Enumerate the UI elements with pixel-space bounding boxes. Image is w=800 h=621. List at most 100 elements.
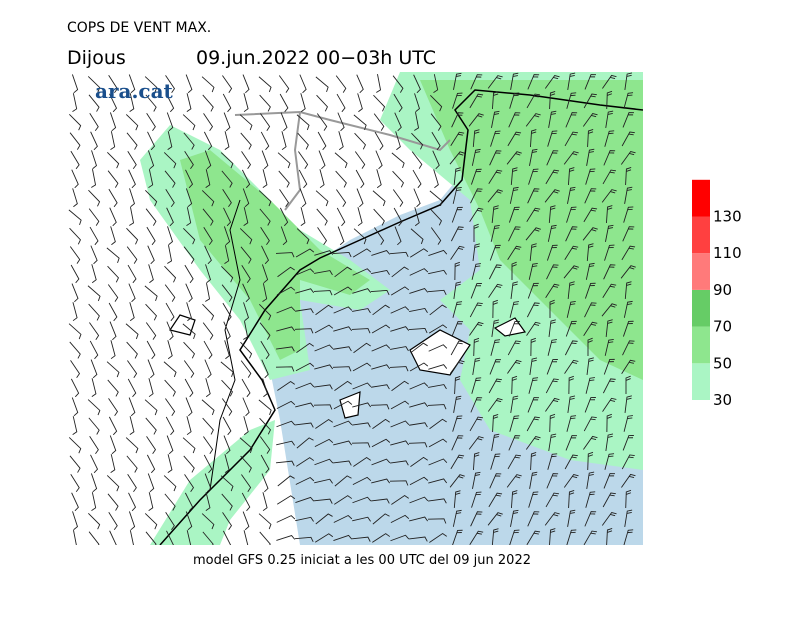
wind-barb — [374, 131, 384, 151]
wind-barb — [525, 227, 541, 241]
wind-barb — [471, 148, 481, 166]
wind-barb — [334, 475, 352, 487]
wind-barb — [203, 436, 214, 454]
wind-barb — [389, 251, 409, 257]
wind-barb — [567, 72, 576, 90]
wind-barb — [332, 366, 352, 372]
wind-barb — [72, 188, 78, 208]
wind-barb — [241, 378, 251, 398]
wind-barb — [527, 397, 540, 413]
wind-barb — [548, 433, 557, 451]
wind-barb — [69, 341, 81, 359]
wind-barb — [620, 265, 636, 279]
wind-barb — [605, 205, 613, 224]
wind-barb — [450, 245, 465, 260]
wind-barb — [525, 113, 541, 127]
wind-barb — [564, 340, 578, 356]
wind-barb — [148, 492, 154, 511]
wind-barb — [240, 246, 252, 264]
wind-barb — [564, 359, 579, 374]
wind-barb — [507, 245, 522, 260]
wind-barb — [297, 132, 309, 150]
wind-barb — [548, 205, 556, 224]
wind-barb — [276, 440, 295, 446]
period: 09.jun.2022 00−03h UTC — [196, 47, 436, 69]
wind-barb — [408, 327, 428, 334]
wind-barb — [129, 530, 134, 545]
wind-barb — [529, 148, 538, 166]
wind-barb — [242, 188, 250, 208]
wind-barb — [604, 130, 615, 147]
wind-barb — [90, 359, 98, 379]
wind-barb — [526, 416, 540, 432]
wind-zone-50 — [180, 150, 370, 360]
wind-barb — [144, 513, 158, 530]
wind-barb — [182, 323, 196, 340]
wind-barb — [584, 302, 597, 318]
wind-barb — [390, 534, 410, 542]
wind-barb — [603, 150, 616, 166]
wind-barb — [411, 151, 423, 169]
wind-barb — [108, 188, 118, 208]
wind-barb — [372, 533, 391, 543]
wind-barb — [276, 495, 296, 505]
wind-barb — [428, 458, 448, 466]
wind-barb — [182, 437, 196, 454]
wind-barb — [547, 224, 557, 242]
wind-barb — [296, 114, 310, 131]
wind-barb — [355, 169, 365, 189]
wind-barb — [129, 302, 135, 322]
wind-barb — [526, 207, 541, 223]
wind-barb — [108, 416, 118, 436]
wind-barb — [333, 460, 352, 466]
wind-barb — [278, 170, 290, 188]
wind-barb — [488, 264, 502, 280]
wind-barb — [409, 402, 429, 408]
wind-barb — [147, 245, 155, 265]
wind-barb — [428, 384, 447, 390]
wind-barb — [261, 150, 269, 170]
wind-barb — [202, 322, 214, 340]
wind-barb — [276, 535, 296, 541]
wind-barb — [109, 207, 117, 227]
wind-barb — [411, 132, 424, 150]
wind-barb — [333, 420, 353, 428]
wind-barb — [506, 474, 522, 488]
wind-barb — [529, 243, 537, 262]
wind-barb — [624, 509, 633, 527]
wind-barb — [314, 344, 334, 352]
wind-barb — [508, 112, 521, 128]
wind-barb — [546, 359, 558, 375]
wind-barb — [469, 207, 484, 222]
wind-barb — [144, 285, 158, 302]
wind-barb — [222, 512, 233, 530]
legend-swatch — [692, 289, 710, 327]
wind-barb — [586, 243, 594, 262]
wind-barb — [201, 513, 215, 530]
wind-barb — [276, 400, 296, 410]
wind-barb — [583, 321, 598, 336]
wind-barb — [371, 478, 391, 484]
wind-barb — [491, 528, 499, 545]
wind-barb — [126, 132, 138, 150]
wind-barb — [315, 418, 333, 429]
wind-barb — [427, 404, 447, 410]
wind-barb — [277, 380, 295, 391]
wind-barb — [489, 359, 502, 375]
wind-barb — [470, 74, 483, 90]
wind-barb — [428, 269, 447, 275]
wind-barb — [566, 415, 577, 432]
border — [234, 110, 451, 211]
wind-barb — [261, 359, 269, 379]
wind-barb — [145, 94, 157, 112]
wind-barb — [313, 498, 333, 504]
wind-barb — [332, 251, 352, 258]
wind-barb — [220, 361, 234, 378]
wind-barb — [276, 306, 296, 314]
wind-barb — [242, 397, 250, 417]
wind-barb — [334, 495, 353, 505]
wind-barb — [129, 188, 135, 208]
wind-barb — [471, 491, 482, 508]
wind-barb — [490, 130, 501, 147]
wind-barb — [564, 131, 579, 147]
